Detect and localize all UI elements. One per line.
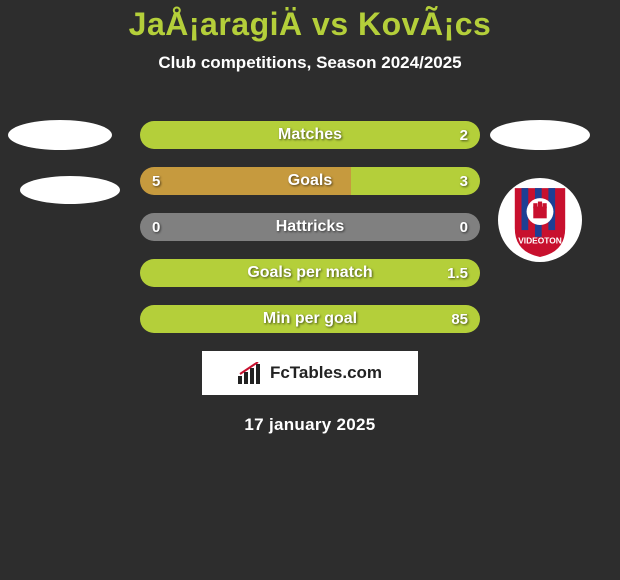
comparison-card: JaÅ¡aragiÄ vs KovÃ¡cs Club competitions,… bbox=[0, 0, 620, 580]
stat-right-value: 85 bbox=[439, 305, 480, 333]
subtitle: Club competitions, Season 2024/2025 bbox=[0, 53, 620, 73]
fctables-icon bbox=[238, 362, 264, 384]
stat-left-value: 0 bbox=[140, 213, 172, 241]
stat-row: Goals per match1.5 bbox=[140, 259, 480, 287]
date-text: 17 january 2025 bbox=[0, 415, 620, 435]
stat-row: Min per goal85 bbox=[140, 305, 480, 333]
source-logo: FcTables.com bbox=[202, 351, 418, 395]
stat-right-value: 3 bbox=[448, 167, 480, 195]
page-title: JaÅ¡aragiÄ vs KovÃ¡cs bbox=[0, 6, 620, 43]
stat-row: Hattricks00 bbox=[140, 213, 480, 241]
right-badge-ellipse bbox=[490, 120, 590, 150]
left-badge-2 bbox=[20, 176, 120, 204]
svg-text:VIDEOTON: VIDEOTON bbox=[518, 236, 562, 246]
stat-row: Matches2 bbox=[140, 121, 480, 149]
stat-right-value: 2 bbox=[448, 121, 480, 149]
stats-container: Matches2Goals53Hattricks00Goals per matc… bbox=[140, 121, 480, 333]
stat-right-value: 1.5 bbox=[435, 259, 480, 287]
source-logo-text: FcTables.com bbox=[270, 363, 382, 383]
stat-row: Goals53 bbox=[140, 167, 480, 195]
left-badge-1 bbox=[8, 120, 112, 150]
right-club-crest: VIDEOTON bbox=[498, 178, 582, 262]
club-crest-svg: VIDEOTON bbox=[498, 178, 582, 262]
stat-right-value: 0 bbox=[448, 213, 480, 241]
stat-left-value: 5 bbox=[140, 167, 172, 195]
